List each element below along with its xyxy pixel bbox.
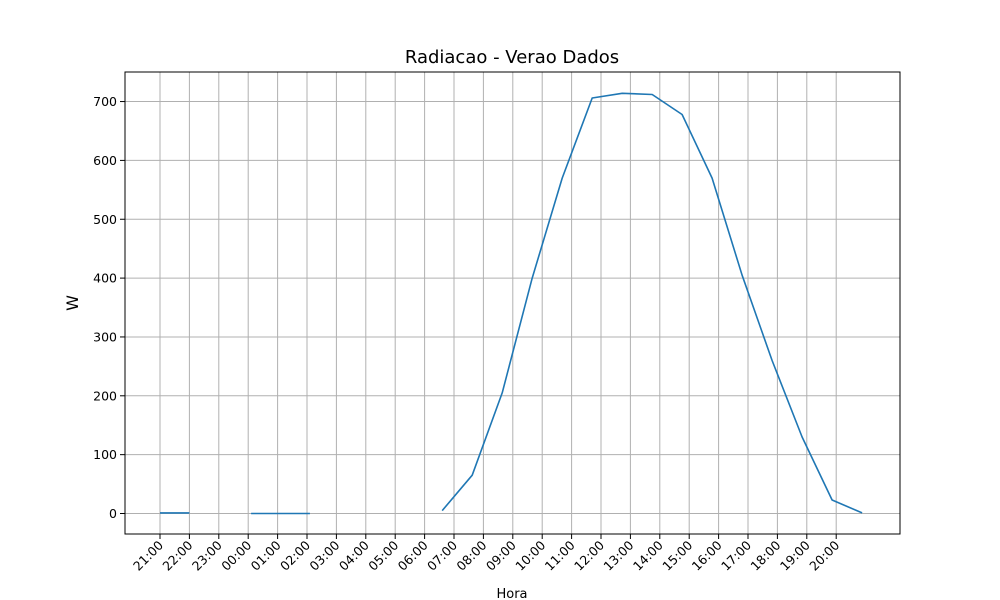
x-tick-label: 03:00 [306, 537, 342, 573]
x-tick-label: 02:00 [277, 537, 313, 573]
x-tick-label: 16:00 [689, 537, 725, 573]
y-tick-label: 700 [93, 94, 117, 109]
x-tick-label: 06:00 [395, 537, 431, 573]
y-tick-label: 500 [93, 212, 117, 227]
y-axis-label: W [63, 295, 82, 311]
x-tick-label: 18:00 [747, 537, 783, 573]
x-tick-label: 12:00 [571, 537, 607, 573]
x-axis: 21:0022:0023:0000:0001:0002:0003:0004:00… [130, 534, 842, 574]
x-axis-label: Hora [496, 587, 527, 600]
x-tick-label: 15:00 [659, 537, 695, 573]
y-tick-label: 100 [93, 447, 117, 462]
y-axis: 0 100 200 300 400 500 600 700 [93, 94, 125, 521]
series-layer [160, 92, 863, 515]
x-tick-label: 07:00 [424, 537, 460, 573]
x-tick-label: 00:00 [218, 537, 254, 573]
y-tick-label: 400 [93, 271, 117, 286]
x-tick-label: 19:00 [777, 537, 813, 573]
x-tick-label: 04:00 [336, 537, 372, 573]
x-tick-label: 13:00 [600, 537, 636, 573]
x-tick-label: 22:00 [159, 537, 195, 573]
x-tick-label: 20:00 [806, 537, 842, 573]
x-tick-label: 21:00 [130, 537, 166, 573]
x-tick-label: 10:00 [512, 537, 548, 573]
y-tick-label: 600 [93, 153, 117, 168]
series-line-segment [441, 92, 863, 514]
x-tick-label: 09:00 [483, 537, 519, 573]
x-tick-label: 08:00 [453, 537, 489, 573]
x-tick-label: 17:00 [718, 537, 754, 573]
grid [125, 72, 900, 534]
x-tick-label: 14:00 [630, 537, 666, 573]
x-tick-label: 01:00 [248, 537, 284, 573]
y-tick-label: 0 [109, 506, 117, 521]
x-tick-label: 23:00 [189, 537, 225, 573]
y-tick-label: 200 [93, 388, 117, 403]
chart-title: Radiacao - Verao Dados [405, 47, 619, 68]
y-tick-label: 300 [93, 329, 117, 344]
x-tick-label: 05:00 [365, 537, 401, 573]
x-tick-label: 11:00 [542, 537, 578, 573]
